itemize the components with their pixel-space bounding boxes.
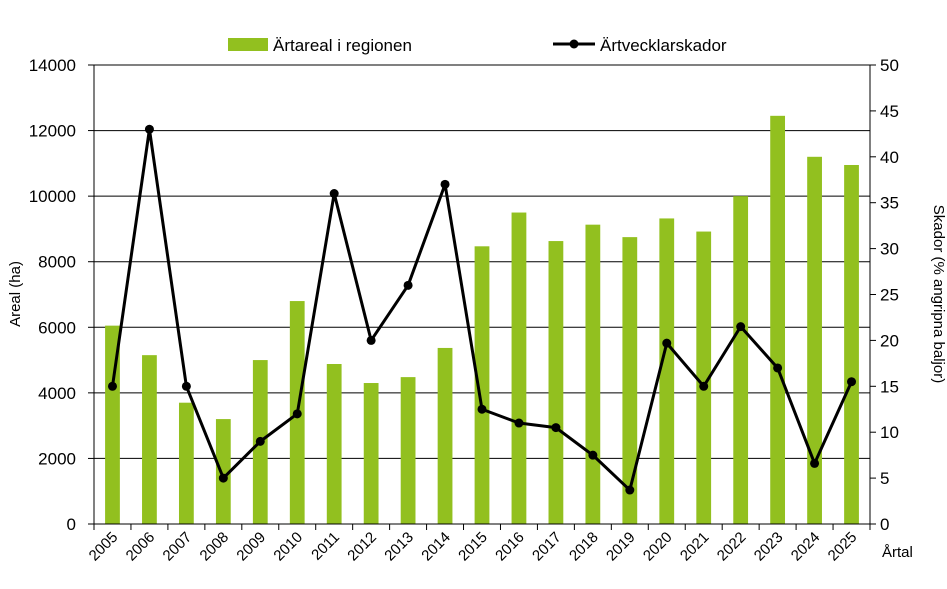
bar bbox=[659, 218, 675, 525]
y-right-tick-label: 20 bbox=[880, 331, 899, 350]
line-point bbox=[773, 363, 783, 373]
line-series bbox=[107, 124, 857, 495]
bar bbox=[437, 347, 453, 524]
line-point bbox=[107, 381, 117, 391]
y-axis-right-label: Skador (% angripna baljor) bbox=[930, 205, 947, 383]
legend-label-bars: Ärtareal i regionen bbox=[273, 36, 412, 55]
y-right-tick-label: 15 bbox=[880, 377, 899, 396]
x-tick-label: 2024 bbox=[788, 529, 824, 565]
y-left-tick-label: 0 bbox=[67, 515, 76, 534]
line-point bbox=[440, 179, 450, 189]
bar bbox=[474, 246, 490, 524]
bar bbox=[215, 419, 231, 524]
x-tick-label: 2013 bbox=[381, 529, 417, 565]
line-point bbox=[847, 377, 857, 387]
line-point bbox=[144, 124, 154, 134]
bar bbox=[622, 237, 638, 524]
line-point bbox=[551, 423, 561, 433]
y-right-tick-label: 25 bbox=[880, 286, 899, 305]
line-point bbox=[477, 404, 487, 414]
bar bbox=[105, 325, 120, 524]
y-right-tick-label: 45 bbox=[880, 102, 899, 121]
y-left-tick-label: 10000 bbox=[29, 187, 76, 206]
x-tick-label: 2010 bbox=[270, 529, 306, 565]
line-point bbox=[292, 409, 302, 419]
line-point bbox=[329, 189, 339, 199]
bar bbox=[511, 212, 527, 525]
y-left-tick-label: 12000 bbox=[29, 122, 76, 141]
legend-marker-line bbox=[569, 39, 579, 49]
y-right-tick-label: 35 bbox=[880, 194, 899, 213]
y-right-tick-label: 30 bbox=[880, 240, 899, 259]
bar bbox=[142, 355, 157, 524]
x-tick-label: 2011 bbox=[308, 529, 343, 564]
line-point bbox=[699, 381, 709, 391]
line-point bbox=[403, 280, 413, 290]
bar bbox=[696, 231, 712, 524]
y-right-tick-label: 40 bbox=[880, 148, 899, 167]
x-tick-label: 2008 bbox=[197, 529, 233, 565]
x-tick-label: 2006 bbox=[123, 529, 159, 565]
x-tick-label: 2019 bbox=[603, 529, 639, 565]
line-point bbox=[181, 381, 191, 391]
line-point bbox=[810, 458, 820, 468]
y-left-tick-label: 2000 bbox=[38, 449, 76, 468]
bar bbox=[400, 377, 416, 524]
y-left-tick-label: 4000 bbox=[38, 384, 76, 403]
y-left-tick-label: 6000 bbox=[38, 318, 76, 337]
bar-series bbox=[105, 115, 859, 525]
x-tick-label: 2014 bbox=[418, 529, 454, 565]
x-tick-label: 2021 bbox=[677, 529, 713, 565]
line-point bbox=[662, 338, 672, 348]
line-point bbox=[218, 473, 228, 483]
bar bbox=[807, 156, 822, 525]
y-left-tick-label: 14000 bbox=[29, 56, 76, 75]
y-right-tick-label: 50 bbox=[880, 56, 899, 75]
right-axis-ticks: 0 5 10 15 20 25 30 35 40 45 50 bbox=[870, 56, 899, 534]
x-tick-label: 2018 bbox=[566, 529, 602, 565]
bar bbox=[585, 224, 601, 524]
line-point bbox=[366, 335, 376, 345]
y-right-tick-label: 5 bbox=[880, 469, 889, 488]
bar bbox=[770, 115, 786, 524]
x-tick-label: 2009 bbox=[233, 529, 269, 565]
line-point bbox=[588, 450, 598, 460]
line-point bbox=[255, 436, 265, 446]
x-axis-ticks: 2005 2006 2007 2008 2009 2010 2011 2012 2013 2014… bbox=[86, 529, 861, 565]
bar bbox=[844, 164, 859, 524]
x-axis-label: Årtal bbox=[882, 544, 913, 561]
y-left-tick-label: 8000 bbox=[38, 253, 76, 272]
line-point bbox=[736, 322, 746, 332]
x-tick-label: 2017 bbox=[529, 529, 565, 565]
bar bbox=[178, 402, 194, 524]
x-tick-label: 2016 bbox=[492, 529, 528, 565]
x-tick-label: 2005 bbox=[86, 529, 122, 565]
y-axis-left-label: Areal (ha) bbox=[7, 261, 24, 327]
x-tick-label: 2023 bbox=[751, 529, 787, 565]
bar bbox=[363, 383, 379, 524]
line-point bbox=[625, 485, 635, 495]
bar bbox=[326, 364, 342, 524]
x-tick-label: 2022 bbox=[714, 529, 750, 565]
x-tick-label: 2025 bbox=[825, 529, 861, 565]
x-tick-label: 2007 bbox=[160, 529, 196, 565]
line-point bbox=[514, 418, 524, 428]
legend: Ärtareal i regionen Ärtvecklarskador bbox=[228, 36, 727, 55]
legend-label-line: Ärtvecklarskador bbox=[600, 36, 727, 55]
bar bbox=[548, 241, 564, 525]
left-axis-ticks: 0 2000 4000 6000 8000 10000 12000 14000 bbox=[29, 56, 94, 534]
legend-swatch-bars bbox=[228, 38, 268, 51]
bar bbox=[733, 196, 749, 524]
x-tick-label: 2015 bbox=[455, 529, 491, 565]
y-right-tick-label: 10 bbox=[880, 423, 899, 442]
y-right-tick-label: 0 bbox=[880, 515, 889, 534]
x-tick-label: 2020 bbox=[640, 529, 676, 565]
x-tick-label: 2012 bbox=[344, 529, 380, 565]
